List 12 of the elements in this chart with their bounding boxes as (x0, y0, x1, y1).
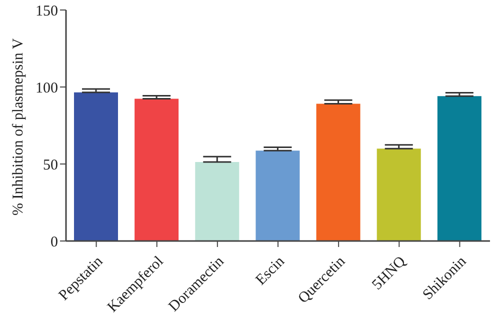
y-tick-label: 100 (36, 80, 58, 96)
bar (134, 98, 179, 241)
y-tick-label: 150 (36, 3, 58, 20)
bar (74, 92, 118, 241)
y-tick-label: 0 (50, 234, 58, 250)
bar (437, 96, 482, 241)
bar (256, 150, 300, 241)
bar (195, 162, 240, 241)
y-axis-title: % Inhibition of plasmepsin V (10, 38, 26, 216)
bar (316, 104, 360, 241)
y-tick-label: 50 (43, 157, 58, 174)
bar (376, 148, 421, 241)
